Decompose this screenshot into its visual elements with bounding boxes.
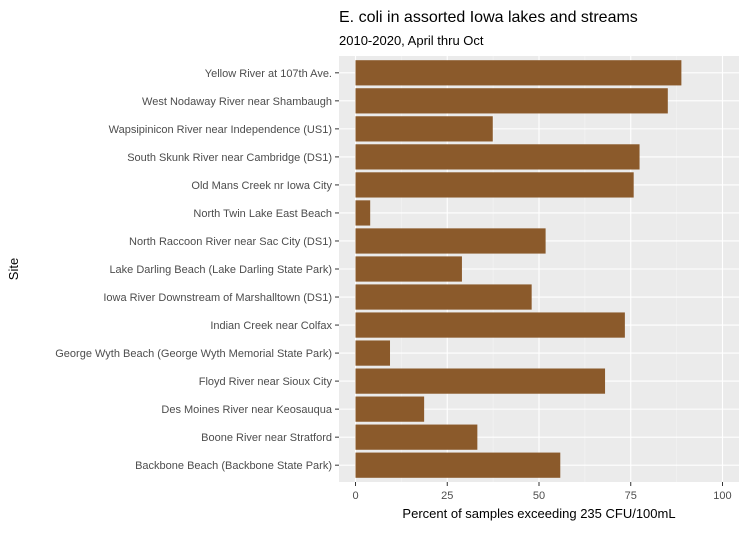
x-tick-labels: 0 25 50 75 100	[352, 482, 732, 502]
bar	[355, 228, 546, 254]
x-tick-label: 75	[625, 490, 637, 502]
bar	[355, 172, 634, 198]
y-tick-label: South Skunk River near Cambridge (DS1)	[127, 152, 332, 164]
y-tick-label: Old Mans Creek nr Iowa City	[191, 180, 332, 192]
y-tick-label: North Raccoon River near Sac City (DS1)	[129, 236, 332, 248]
y-tick-label: Boone River near Stratford	[201, 432, 332, 444]
y-tick-label: George Wyth Beach (George Wyth Memorial …	[55, 348, 332, 360]
bar	[355, 256, 462, 282]
x-axis-title: Percent of samples exceeding 235 CFU/100…	[402, 506, 675, 521]
x-tick-label: 50	[533, 490, 545, 502]
y-tick-label: Indian Creek near Colfax	[210, 320, 332, 332]
bar	[355, 60, 682, 86]
y-tick-label: Yellow River at 107th Ave.	[205, 68, 332, 80]
x-tick-label: 0	[352, 490, 358, 502]
chart-title: E. coli in assorted Iowa lakes and strea…	[339, 9, 638, 26]
bar	[355, 396, 425, 422]
y-tick-label: West Nodaway River near Shambaugh	[142, 96, 332, 108]
y-axis-title: Site	[6, 258, 21, 280]
bar	[355, 312, 625, 338]
y-tick-label: Backbone Beach (Backbone State Park)	[135, 460, 332, 472]
bar	[355, 368, 606, 394]
bars	[355, 60, 682, 478]
bar	[355, 424, 478, 450]
y-tick-label: Des Moines River near Keosauqua	[161, 404, 332, 416]
y-tick-label: Floyd River near Sioux City	[199, 376, 333, 388]
y-tick-labels: Backbone Beach (Backbone State Park) Boon…	[55, 68, 339, 472]
bar	[355, 144, 640, 170]
y-tick-label: Wapsipinicon River near Independence (US…	[109, 124, 332, 136]
y-tick-label: North Twin Lake East Beach	[193, 208, 332, 220]
x-tick-label: 25	[441, 490, 453, 502]
y-tick-label: Lake Darling Beach (Lake Darling State P…	[109, 264, 332, 276]
y-tick-label: Iowa River Downstream of Marshalltown (D…	[103, 292, 332, 304]
bar	[355, 200, 371, 226]
chart-subtitle: 2010-2020, April thru Oct	[339, 33, 484, 48]
bar	[355, 88, 668, 114]
bar	[355, 116, 493, 142]
x-tick-label: 100	[713, 490, 731, 502]
bar	[355, 340, 391, 366]
bar	[355, 452, 561, 478]
bar	[355, 284, 532, 310]
